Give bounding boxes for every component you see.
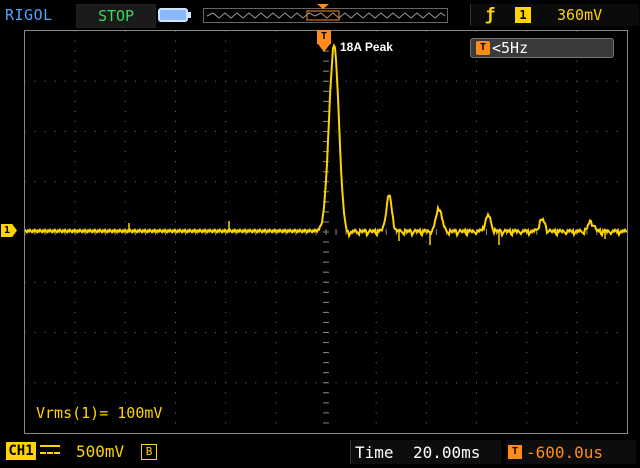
- frequency-value: <5Hz: [492, 39, 529, 57]
- run-stop-status[interactable]: STOP: [76, 4, 156, 28]
- memory-depth-indicator: [203, 4, 448, 23]
- trigger-source-badge: 1: [515, 7, 531, 23]
- timebase-value: 20.00ms: [413, 443, 481, 462]
- graticule: [25, 31, 627, 424]
- bandwidth-limit-badge: B: [141, 444, 157, 460]
- brand-logo: RIGOL: [5, 6, 53, 24]
- trigger-offset-icon: T: [508, 445, 522, 459]
- trigger-offset-value: -600.0us: [526, 443, 604, 462]
- bottom-status-bar: CH1 500mV B Time 20.00ms T -600.0us: [0, 436, 640, 468]
- memory-trigger-marker-icon: [317, 4, 329, 9]
- trigger-panel[interactable]: ƒ 1 360mV: [470, 4, 639, 26]
- trigger-icon: T: [476, 41, 490, 55]
- memory-waveform-icon: [206, 12, 446, 19]
- rising-edge-icon: ƒ: [485, 5, 496, 25]
- trigger-offset-panel[interactable]: T -600.0us: [506, 440, 636, 464]
- timebase-panel[interactable]: Time 20.00ms: [350, 440, 501, 464]
- trigger-position-marker[interactable]: T: [317, 30, 331, 44]
- battery-icon: [158, 8, 191, 22]
- trace-line: [25, 43, 627, 239]
- waveform-annotation: 18A Peak: [340, 40, 393, 54]
- trigger-level: 360mV: [557, 6, 603, 24]
- dc-coupling-icon: [40, 445, 60, 457]
- time-label: Time: [355, 443, 394, 462]
- channel-scale: 500mV: [76, 442, 125, 461]
- waveform-display: [24, 30, 628, 434]
- top-status-bar: RIGOL STOP ƒ 1 360mV: [0, 0, 640, 30]
- measurement-readout: Vrms(1)= 100mV: [36, 404, 163, 422]
- trigger-position-arrow-icon: [318, 44, 330, 52]
- channel-1-badge[interactable]: CH1: [6, 442, 36, 460]
- frequency-counter: T <5Hz: [470, 38, 614, 58]
- channel-1-ground-marker[interactable]: 1: [1, 224, 17, 237]
